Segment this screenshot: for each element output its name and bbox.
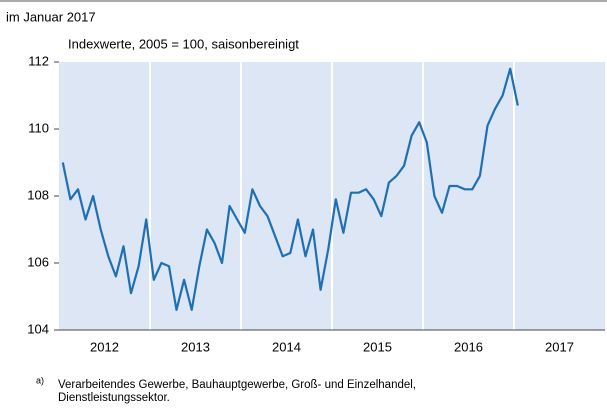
x-tick-label: 2015 bbox=[363, 339, 392, 354]
y-tick-label: 108 bbox=[27, 187, 49, 202]
data-line bbox=[61, 67, 519, 311]
x-tick-label: 2017 bbox=[545, 339, 574, 354]
footnote-marker: a) bbox=[36, 375, 44, 385]
y-tick-label: 106 bbox=[27, 254, 49, 269]
y-tick-label: 110 bbox=[28, 120, 49, 135]
x-tick-label: 2012 bbox=[90, 339, 119, 354]
x-tick-label: 2013 bbox=[181, 339, 210, 354]
x-tick-label: 2016 bbox=[454, 339, 483, 354]
chart-title: im Januar 2017 bbox=[6, 9, 96, 24]
chart-subtitle: Indexwerte, 2005 = 100, saisonbereinigt bbox=[68, 36, 299, 51]
x-tick-label: 2014 bbox=[272, 339, 301, 354]
y-tick-label: 112 bbox=[28, 53, 49, 68]
footnote-line: Dienstleistungssektor. bbox=[58, 392, 170, 404]
footnote-line: Verarbeitendes Gewerbe, Bauhauptgewerbe,… bbox=[58, 379, 416, 391]
y-tick-label: 104 bbox=[27, 321, 49, 336]
